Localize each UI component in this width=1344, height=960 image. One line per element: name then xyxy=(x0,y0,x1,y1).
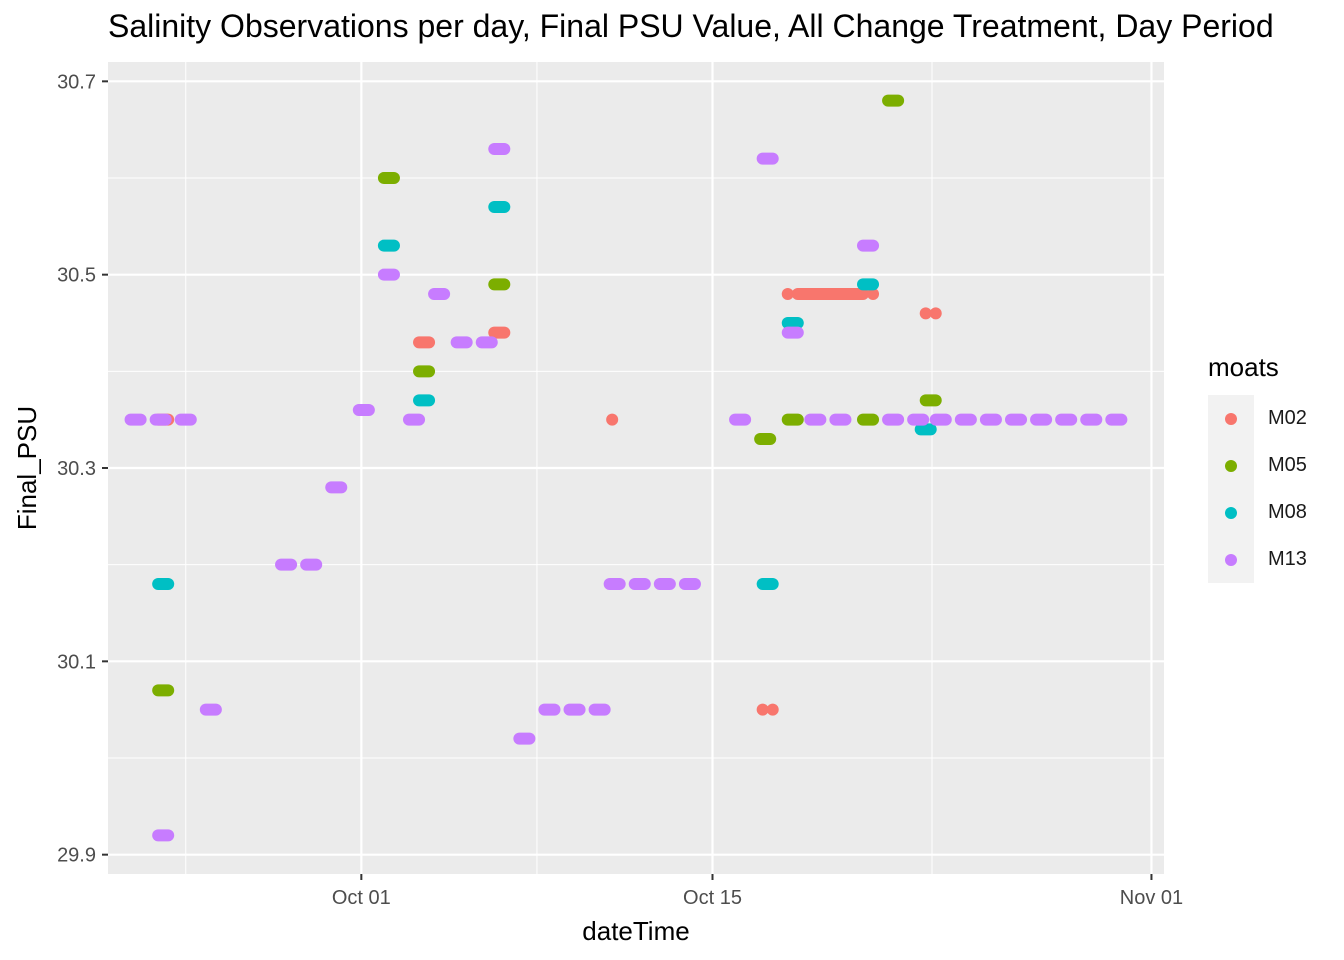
x-tick-label: Oct 01 xyxy=(332,887,391,909)
chart-title: Salinity Observations per day, Final PSU… xyxy=(108,8,1274,44)
x-tick-label: Oct 15 xyxy=(683,887,742,909)
legend-dot-icon xyxy=(1225,553,1237,566)
y-tick-label: 30.5 xyxy=(57,265,96,287)
data-point-M02 xyxy=(606,413,619,426)
legend-label: M02 xyxy=(1268,407,1307,429)
legend-item-M05: M05 xyxy=(1208,442,1307,489)
legend-key xyxy=(1208,489,1254,536)
legend-item-M13: M13 xyxy=(1208,536,1307,583)
legend-label: M05 xyxy=(1268,454,1307,476)
y-tick-label: 30.1 xyxy=(57,651,96,673)
data-point-M02 xyxy=(781,288,794,300)
data-point-M02 xyxy=(929,307,942,320)
legend-label: M13 xyxy=(1268,548,1307,570)
legend-key xyxy=(1208,395,1254,442)
legend-label: M08 xyxy=(1268,501,1307,523)
x-axis-title: dateTime xyxy=(582,916,689,946)
x-axis: Oct 01 Oct 15 Nov 01 xyxy=(332,874,1183,909)
legend-dot-icon xyxy=(1225,506,1237,519)
legend-item-M08: M08 xyxy=(1208,489,1307,536)
data-point-M02 xyxy=(766,703,779,716)
legend-dot-icon xyxy=(1225,459,1237,472)
grid-major xyxy=(108,62,1164,874)
x-tick-label: Nov 01 xyxy=(1120,887,1183,909)
y-tick-label: 30.7 xyxy=(57,71,96,93)
legend-key xyxy=(1208,536,1254,583)
y-tick-label: 30.3 xyxy=(57,458,96,480)
legend-items: M02 M05 M08 M13 xyxy=(1208,395,1307,583)
legend: moats M02 M05 M08 M13 xyxy=(1208,352,1307,583)
legend-key xyxy=(1208,442,1254,489)
legend-item-M02: M02 xyxy=(1208,395,1307,442)
y-tick-label: 29.9 xyxy=(57,845,96,867)
y-axis-title: Final_PSU xyxy=(12,406,42,530)
data-point-M02 xyxy=(919,307,932,320)
legend-title: moats xyxy=(1208,352,1279,382)
y-axis: 29.9 30.1 30.3 30.5 30.7 xyxy=(57,71,108,867)
data-point-M02 xyxy=(867,288,880,300)
data-point-M02 xyxy=(756,703,769,716)
data-points xyxy=(124,94,1128,842)
legend-dot-icon xyxy=(1225,412,1237,425)
